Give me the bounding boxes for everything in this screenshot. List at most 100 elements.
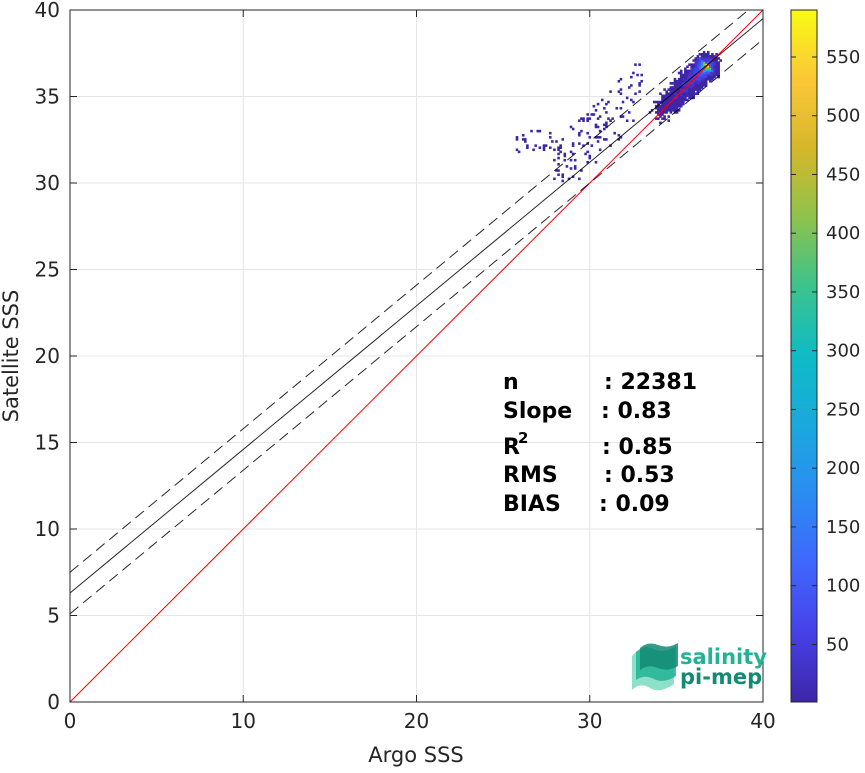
density-cell (694, 92, 698, 96)
stat-superscript: 2 (518, 429, 528, 447)
density-cell (702, 61, 706, 64)
density-cell (657, 111, 660, 114)
density-cell (709, 69, 712, 73)
density-cell (713, 61, 716, 64)
density-cell (598, 115, 602, 118)
1-1-line-line (70, 10, 763, 702)
density-cell (592, 104, 596, 108)
density-cell (663, 111, 666, 114)
density-cell (702, 63, 706, 66)
density-cell (694, 79, 698, 83)
colorbar-tick-label: 200 (826, 458, 860, 479)
density-cell (698, 82, 702, 85)
density-cell (715, 63, 718, 66)
density-cell (661, 96, 664, 100)
density-cell (711, 53, 714, 56)
density-cell (715, 73, 718, 77)
density-cell (702, 75, 706, 79)
density-cell (584, 152, 587, 156)
density-cell (617, 90, 621, 93)
density-cell (619, 92, 623, 96)
density-cell (686, 73, 689, 77)
density-cell (694, 82, 698, 85)
density-cell (702, 53, 706, 56)
y-tick-label: 40 (35, 0, 60, 22)
density-cell (625, 96, 629, 100)
density-cell (673, 84, 677, 87)
density-cell (588, 136, 592, 139)
density-cell (698, 65, 702, 69)
density-cell (709, 77, 712, 81)
density-cell (702, 50, 706, 54)
density-cell (640, 73, 644, 77)
density-cell (671, 96, 675, 100)
density-cell (657, 100, 660, 104)
logo-line1: salinity (680, 645, 767, 669)
density-cell (682, 82, 685, 85)
density-cell (684, 88, 687, 91)
density-cell (677, 96, 681, 100)
density-cell (696, 65, 700, 69)
density-cell (704, 71, 708, 75)
x-axis-label: Argo SSS (368, 743, 463, 767)
density-cell (578, 119, 581, 123)
density-cell (717, 65, 720, 69)
density-cell (517, 150, 521, 154)
density-cell (605, 102, 608, 106)
density-cell (677, 104, 681, 108)
density-cell (686, 90, 689, 93)
colorbar-tick-label: 450 (826, 164, 860, 185)
density-cell (671, 100, 675, 104)
density-cell (690, 67, 693, 71)
density-cell (696, 86, 700, 89)
density-cell (698, 53, 702, 56)
density-cell (673, 92, 677, 96)
density-cell (684, 98, 687, 102)
density-cell (692, 71, 695, 75)
density-cell (711, 73, 714, 77)
density-cell (700, 57, 704, 60)
density-cell (711, 71, 714, 75)
density-cell (669, 102, 673, 106)
density-cell (594, 136, 598, 139)
y-tick-label: 25 (35, 258, 60, 282)
density-cell (657, 109, 660, 112)
density-cell (559, 144, 562, 147)
y-tick-label: 10 (35, 517, 60, 541)
density-cell (690, 94, 693, 98)
density-cell (675, 96, 679, 100)
density-cell (669, 92, 673, 96)
density-cell (677, 84, 681, 87)
density-cell (598, 148, 602, 152)
density-cell (688, 71, 691, 75)
colorbar-tick-label: 50 (826, 634, 849, 655)
density-cell (702, 82, 706, 85)
density-cell (669, 94, 673, 98)
colorbar-tick-label: 550 (826, 47, 860, 68)
density-cell (696, 57, 700, 60)
density-cell (665, 100, 668, 104)
density-cell (698, 86, 702, 89)
density-cell (673, 86, 677, 89)
density-cell (706, 75, 710, 79)
density-cell (684, 75, 687, 79)
density-cell (671, 104, 675, 108)
density-cell (605, 123, 608, 127)
density-cell (706, 73, 710, 77)
x-tick-label: 10 (231, 709, 256, 733)
density-cell (598, 129, 602, 133)
density-cell (684, 79, 687, 83)
density-cell (673, 82, 677, 85)
density-cell (677, 102, 681, 106)
density-cell (548, 136, 552, 139)
density-cell (698, 84, 702, 87)
density-cell (688, 84, 691, 87)
density-cell (615, 106, 619, 110)
density-cell (661, 113, 664, 116)
density-cell (630, 98, 633, 102)
density-cell (713, 71, 716, 75)
density-cell (702, 79, 706, 83)
density-cell (542, 144, 546, 147)
density-cell (652, 100, 656, 104)
density-cell (569, 125, 573, 129)
